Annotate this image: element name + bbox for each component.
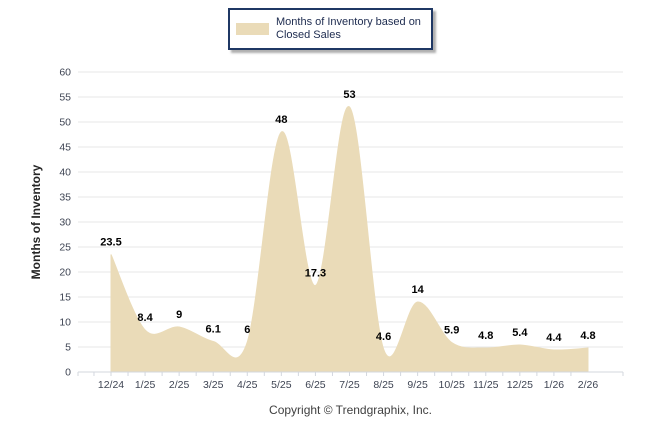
copyright-text: Copyright © Trendgraphix, Inc. bbox=[269, 403, 432, 417]
x-tick-label: 1/26 bbox=[544, 379, 565, 391]
y-tick-label: 25 bbox=[59, 242, 71, 254]
data-label: 4.8 bbox=[580, 330, 595, 342]
y-axis-tick-labels: 0 5 10 15 20 25 30 35 40 45 50 55 60 bbox=[59, 67, 71, 379]
data-label: 4.6 bbox=[376, 331, 391, 343]
x-tick-label: 5/25 bbox=[271, 379, 292, 391]
y-tick-label: 55 bbox=[59, 92, 71, 104]
x-tick-label: 3/25 bbox=[203, 379, 224, 391]
data-label: 4.8 bbox=[478, 330, 493, 342]
x-tick-label: 2/26 bbox=[578, 379, 599, 391]
x-tick-label: 6/25 bbox=[305, 379, 326, 391]
y-tick-label: 30 bbox=[59, 217, 71, 229]
legend: Months of Inventory based on Closed Sale… bbox=[228, 8, 433, 50]
x-tick-label: 7/25 bbox=[339, 379, 360, 391]
x-tick-label: 9/25 bbox=[407, 379, 428, 391]
data-label: 5.4 bbox=[512, 327, 528, 339]
data-label: 17.3 bbox=[305, 268, 326, 280]
inventory-area-path bbox=[110, 106, 589, 373]
y-tick-label: 50 bbox=[59, 117, 71, 129]
legend-swatch-icon bbox=[236, 23, 269, 35]
data-label: 48 bbox=[275, 114, 287, 126]
data-label: 9 bbox=[176, 309, 182, 321]
data-label: 5.9 bbox=[444, 325, 459, 337]
y-tick-label: 0 bbox=[65, 367, 71, 379]
data-label: 6.1 bbox=[206, 324, 221, 336]
x-tick-label: 10/25 bbox=[439, 379, 465, 391]
data-label: 23.5 bbox=[100, 237, 121, 249]
data-label: 14 bbox=[412, 284, 425, 296]
x-tick-label: 2/25 bbox=[169, 379, 190, 391]
data-label: 4.4 bbox=[546, 332, 562, 344]
data-label: 53 bbox=[343, 89, 355, 101]
y-tick-label: 5 bbox=[65, 342, 71, 354]
y-tick-label: 20 bbox=[59, 267, 71, 279]
x-tick-label: 11/25 bbox=[473, 379, 499, 391]
axis-ticks bbox=[77, 372, 624, 376]
area-series bbox=[110, 106, 589, 373]
legend-label: Months of Inventory based on Closed Sale… bbox=[276, 16, 421, 41]
x-axis-tick-labels: 12/24 1/25 2/25 3/25 4/25 5/25 6/25 7/25 8/25 9/2… bbox=[98, 379, 598, 391]
y-tick-label: 10 bbox=[59, 317, 71, 329]
y-tick-label: 35 bbox=[59, 192, 71, 204]
data-label: 8.4 bbox=[137, 312, 153, 324]
x-tick-label: 8/25 bbox=[373, 379, 394, 391]
y-axis-title: Months of Inventory bbox=[29, 164, 43, 280]
x-tick-label: 4/25 bbox=[237, 379, 258, 391]
x-tick-label: 12/24 bbox=[98, 379, 124, 391]
y-tick-label: 45 bbox=[59, 142, 71, 154]
y-tick-label: 60 bbox=[59, 67, 71, 79]
y-tick-label: 40 bbox=[59, 167, 71, 179]
x-tick-label: 1/25 bbox=[135, 379, 156, 391]
x-tick-label: 12/25 bbox=[507, 379, 533, 391]
data-label: 6 bbox=[244, 324, 250, 336]
y-tick-label: 15 bbox=[59, 292, 71, 304]
data-point-labels: 23.5 8.4 9 6.1 6 48 17.3 53 4.6 14 5.9 4.8 5.4 4.4 4.8 bbox=[100, 89, 595, 344]
